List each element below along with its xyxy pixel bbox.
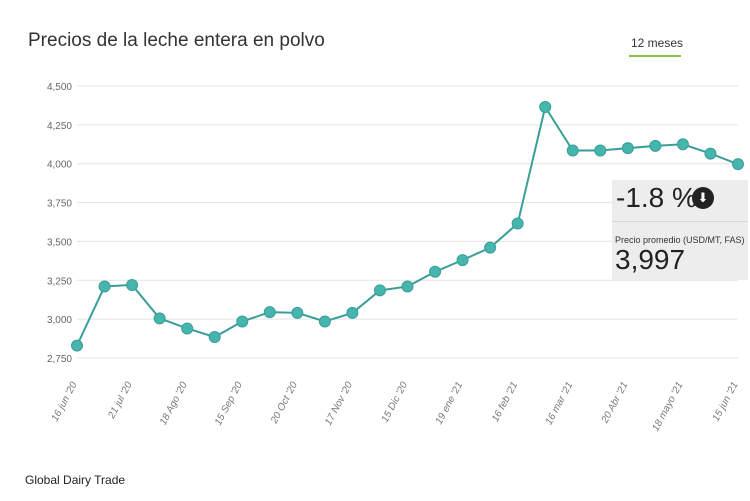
x-tick-label: 17 Nov '20 — [323, 380, 355, 427]
x-tick-label: 16 jun '20 — [50, 380, 80, 424]
x-tick-label: 18 mayo '21 — [650, 380, 685, 433]
data-point — [649, 139, 662, 152]
change-percent: -1.8 % — [616, 182, 697, 213]
data-point — [263, 306, 276, 319]
source-label: Global Dairy Trade — [25, 473, 126, 487]
x-tick-label: 18 Ago '20 — [158, 380, 190, 427]
y-tick-label: 3,250 — [47, 276, 72, 287]
data-point — [291, 306, 304, 319]
data-point — [621, 142, 634, 155]
data-point — [594, 144, 607, 157]
data-point — [401, 280, 414, 293]
data-point — [236, 315, 249, 328]
x-tick-label: 15 Dic '20 — [380, 380, 411, 425]
price-label: Precio promedio (USD/MT, FAS) — [615, 235, 745, 245]
data-point — [126, 278, 139, 291]
x-tick-label: 16 feb '21 — [490, 380, 520, 424]
data-point — [318, 315, 331, 328]
x-tick-label: 15 Sep '20 — [213, 380, 245, 427]
data-point — [346, 306, 359, 319]
data-point — [732, 158, 744, 171]
x-tick-label: 20 Oct '20 — [269, 380, 301, 426]
y-tick-label: 2,750 — [47, 354, 72, 365]
data-point — [456, 254, 469, 267]
x-tick-label: 15 jun '21 — [711, 380, 741, 423]
range-tab-12-months[interactable]: 12 meses — [631, 36, 684, 50]
data-point — [71, 339, 83, 352]
y-tick-label: 3,000 — [47, 315, 72, 326]
divider — [612, 221, 748, 222]
data-point — [539, 100, 552, 113]
x-tick-label: 16 mar '21 — [544, 380, 576, 427]
y-tick-label: 4,500 — [47, 82, 72, 93]
data-point — [153, 312, 166, 325]
summary-box: -1.8 % ⬇ Precio promedio (USD/MT, FAS) 3… — [612, 180, 748, 280]
data-point — [676, 138, 689, 151]
x-tick-label: 19 ene '21 — [434, 380, 465, 426]
data-point — [704, 147, 717, 160]
data-point — [98, 280, 111, 293]
chart-title: Precios de la leche entera en polvo — [28, 30, 325, 51]
data-point — [181, 322, 194, 335]
y-tick-label: 3,750 — [47, 199, 72, 210]
data-point — [429, 265, 442, 278]
data-point — [484, 241, 497, 254]
x-tick-label: 20 Abr '21 — [599, 380, 630, 426]
y-tick-label: 4,250 — [47, 121, 72, 132]
active-tab-underline — [629, 55, 681, 57]
data-point — [566, 144, 579, 157]
line-chart: 2,750 3,000 3,250 3,500 3,750 4,000 4,250 4,500… — [47, 82, 744, 433]
y-tick-label: 4,000 — [47, 160, 72, 171]
price-value: 3,997 — [615, 244, 686, 275]
x-tick-label: 21 jul '20 — [106, 380, 135, 422]
data-point — [373, 284, 386, 297]
data-point — [208, 331, 221, 344]
y-tick-label: 3,500 — [47, 237, 72, 248]
arrow-down-circle-icon: ⬇ — [692, 187, 714, 209]
data-point — [511, 217, 524, 230]
